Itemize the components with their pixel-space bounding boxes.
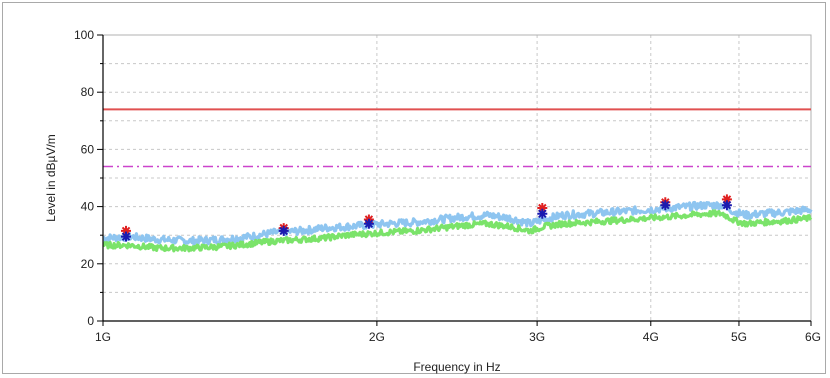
grid	[102, 34, 812, 322]
average-marker	[121, 231, 131, 242]
x-tick-label: 3G	[529, 330, 545, 344]
y-tick-label: 20	[81, 257, 95, 271]
x-tick-label: 4G	[643, 330, 659, 344]
peak-marker	[721, 194, 732, 205]
x-axis-title: Frequency in Hz	[413, 360, 500, 374]
y-tick-label: 100	[74, 28, 94, 42]
average-marker	[278, 225, 289, 236]
y-tick-label: 60	[81, 142, 95, 156]
y-tick-label: 40	[81, 200, 95, 214]
y-axis-title: Level in dBµV/m	[44, 134, 58, 222]
peak-trace	[102, 200, 813, 247]
x-tick-label: 2G	[369, 330, 385, 344]
average-marker	[363, 218, 374, 229]
x-tick-label: 5G	[731, 330, 747, 344]
average-trace	[102, 209, 813, 253]
axes: 0 20 40 60 80 100 1G 2G 3G 4G 5G 6G	[74, 28, 821, 344]
peak-marker	[537, 203, 548, 213]
y-tick-label: 0	[87, 314, 94, 328]
peak-marker	[121, 225, 131, 236]
average-marker	[721, 200, 732, 211]
x-tick-label: 6G	[805, 330, 821, 344]
average-marker	[660, 200, 671, 211]
x-tick-label: 1G	[95, 330, 111, 344]
series-layer	[102, 108, 813, 253]
y-tick-label: 80	[81, 85, 95, 99]
average-marker	[537, 208, 548, 219]
